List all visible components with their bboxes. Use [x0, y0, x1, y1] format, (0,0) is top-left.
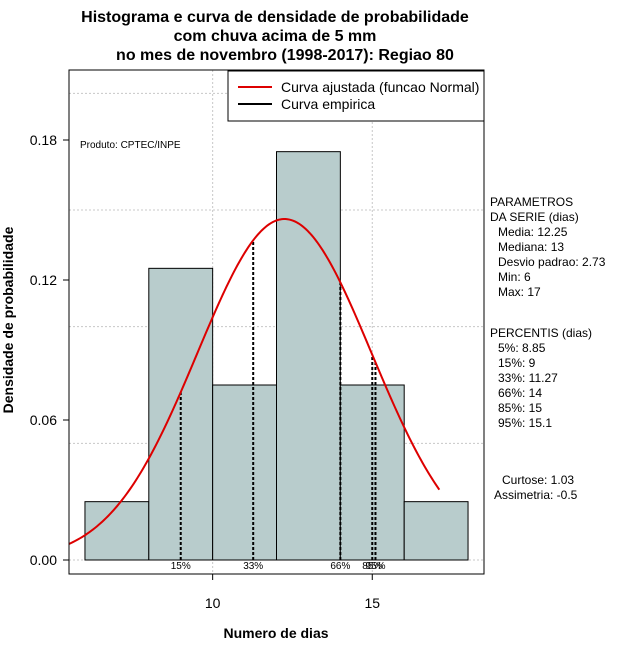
legend-box	[227, 70, 485, 122]
x-axis-label: Numero de dias	[223, 625, 328, 641]
x-tick-label-1: 15	[364, 595, 380, 611]
percentil-5: 5%: 8.85	[498, 341, 546, 355]
percentile-label-2: 66%	[330, 561, 350, 572]
percentil-85: 85%: 15	[498, 401, 542, 415]
parametros-header-2: DA SERIE (dias)	[490, 210, 579, 224]
histogram-bar-3	[276, 151, 341, 561]
histogram-bar-5	[403, 501, 469, 561]
legend-empirical-label: Curva empirica	[281, 96, 375, 112]
parametro-desvio: Desvio padrao: 2.73	[498, 255, 606, 269]
percentil-15: 15%: 9	[498, 356, 536, 370]
axes: 0.00 0.06 0.12 0.18 10 15	[30, 132, 381, 611]
parametros-header-1: PARAMETROS	[490, 195, 573, 209]
assimetria-value: Assimetria: -0.5	[494, 488, 578, 502]
legend: Curva ajustada (funcao Normal) Curva emp…	[227, 70, 485, 122]
chart-title-line-3: no mes de novembro (1998-2017): Regiao 8…	[116, 47, 454, 64]
density-curves	[68, 218, 441, 545]
normal-curve	[68, 218, 441, 545]
percentil-95: 95%: 15.1	[498, 416, 552, 430]
parametro-max: Max: 17	[498, 285, 541, 299]
parametro-media: Media: 12.25	[498, 225, 568, 239]
chart-title-line-1: Histograma e curva de densidade de proba…	[81, 9, 469, 26]
parametro-min: Min: 6	[498, 270, 531, 284]
histogram-bar-2	[212, 384, 277, 561]
curtose-value: Curtose: 1.03	[502, 473, 574, 487]
product-annotation: Produto: CPTEC/INPE	[80, 140, 181, 151]
percentile-label-4: 95%	[365, 561, 385, 572]
percentis-panel: PERCENTIS (dias) 5%: 8.85 15%: 9 33%: 11…	[490, 326, 592, 430]
y-tick-label-0: 0.00	[30, 552, 57, 568]
y-tick-label-3: 0.18	[30, 132, 57, 148]
plot-frame	[68, 69, 485, 575]
parametro-mediana: Mediana: 13	[498, 240, 564, 254]
parametros-panel: PARAMETROS DA SERIE (dias) Media: 12.25 …	[490, 195, 606, 299]
y-tick-label-1: 0.06	[30, 412, 57, 428]
y-tick-label-2: 0.12	[30, 272, 57, 288]
percentil-66: 66%: 14	[498, 386, 542, 400]
chart-title-line-2: com chuva acima de 5 mm	[174, 28, 377, 45]
histogram-bars	[84, 151, 469, 561]
percentile-label-3: 85%	[362, 561, 382, 572]
percentile-label-1: 33%	[243, 561, 263, 572]
y-axis-label: Densidade de probabilidade	[0, 226, 16, 413]
x-tick-label-0: 10	[205, 595, 221, 611]
percentil-33: 33%: 11.27	[498, 371, 558, 385]
percentile-lines: 15% 33% 66% 85%95%	[171, 240, 386, 572]
percentile-label-0: 15%	[171, 561, 191, 572]
legend-normal-label: Curva ajustada (funcao Normal)	[281, 79, 479, 95]
percentis-header: PERCENTIS (dias)	[490, 326, 592, 340]
histogram-bar-0	[84, 501, 150, 561]
